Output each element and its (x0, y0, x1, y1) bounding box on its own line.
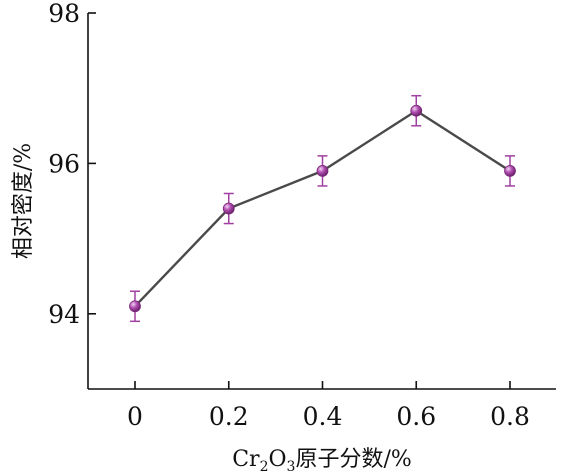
data-point-3 (410, 94, 423, 127)
y-tick-label-0: 94 (48, 300, 80, 329)
data-point-1 (222, 192, 235, 225)
x-tick-label-4: 0.8 (490, 402, 530, 431)
data-point-4 (504, 155, 516, 187)
marker-1 (222, 202, 235, 215)
series-layer (129, 94, 516, 323)
series-line (134, 109, 511, 308)
data-point-2 (316, 155, 329, 187)
marker-0 (129, 300, 141, 313)
marker-2 (316, 165, 329, 177)
y-ticks: 94 96 98 (48, 0, 96, 329)
marker-3 (410, 104, 423, 117)
marker-4 (504, 165, 516, 177)
x-tick-label-3: 0.6 (396, 402, 436, 431)
y-tick-label-1: 96 (48, 149, 80, 178)
x-tick-label-1: 0.2 (209, 402, 249, 431)
x-ticks: 0 0.2 0.4 0.6 0.8 (127, 381, 530, 431)
axes (87, 13, 556, 390)
y-tick-label-2: 98 (48, 0, 80, 28)
y-axis-title: 相对密度/% (11, 143, 36, 259)
x-axis-title: Cr2O3原子分数/% (232, 447, 412, 475)
x-tick-label-0: 0 (127, 402, 143, 431)
data-point-0 (129, 290, 141, 323)
x-tick-label-2: 0.4 (303, 402, 343, 431)
